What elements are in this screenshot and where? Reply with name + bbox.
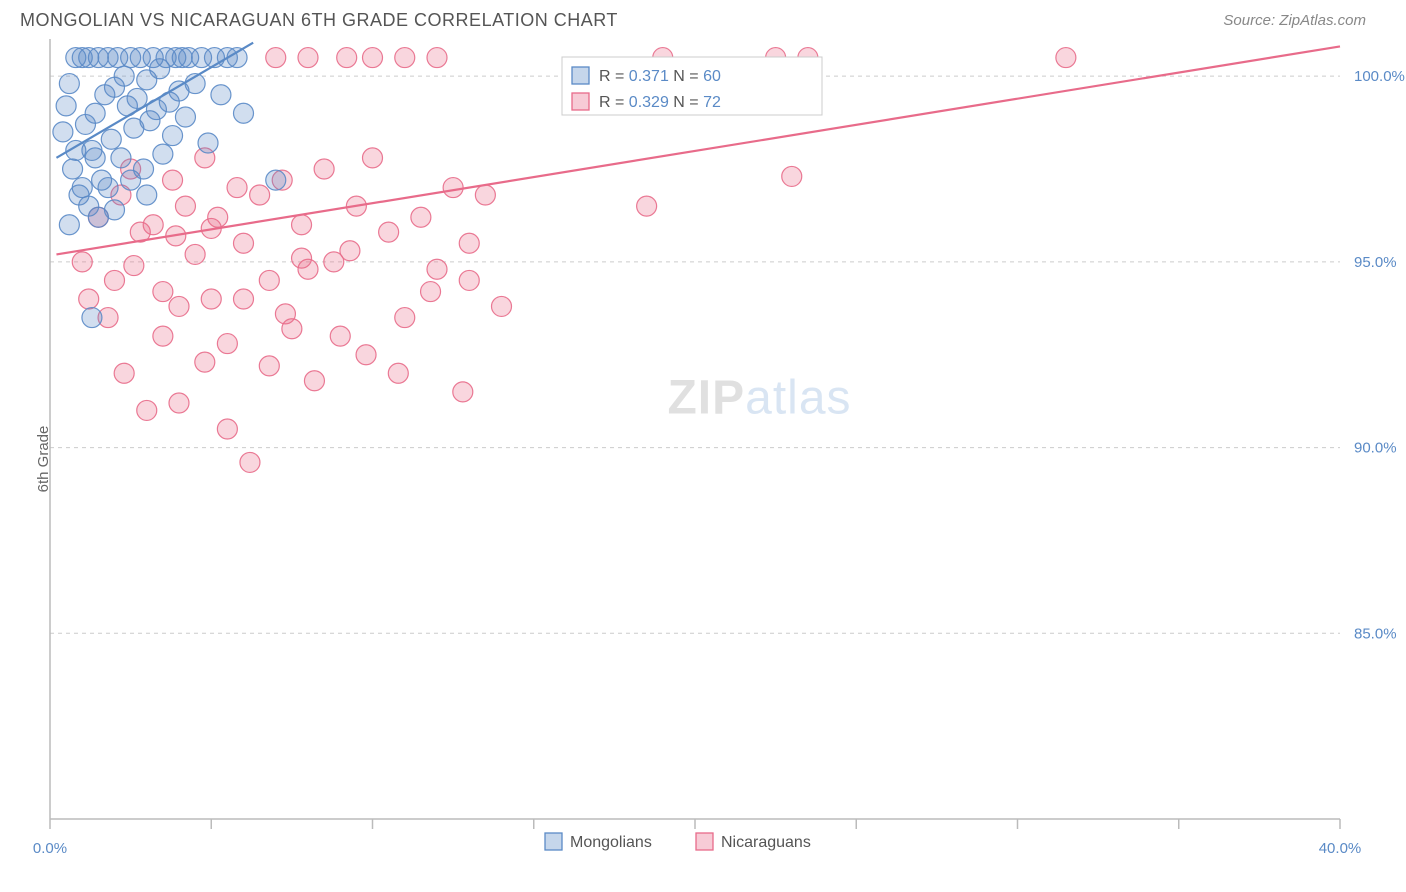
scatter-point [121, 170, 141, 190]
legend-swatch [696, 833, 713, 850]
scatter-point [175, 196, 195, 216]
scatter-point [227, 48, 247, 68]
scatter-point [266, 48, 286, 68]
scatter-point [217, 334, 237, 354]
scatter-point [275, 304, 295, 324]
scatter-point [169, 393, 189, 413]
y-tick-label: 90.0% [1354, 440, 1397, 457]
scatter-point [234, 103, 254, 123]
scatter-point [143, 215, 163, 235]
scatter-point [111, 148, 131, 168]
scatter-point [69, 185, 89, 205]
legend-swatch [572, 93, 589, 110]
legend-series-label: Nicaraguans [721, 834, 811, 851]
scatter-point [56, 96, 76, 116]
scatter-point [82, 308, 102, 328]
scatter-point [292, 248, 312, 268]
scatter-point [363, 48, 383, 68]
scatter-point [637, 196, 657, 216]
legend-series-label: Mongolians [570, 834, 652, 851]
scatter-point [114, 363, 134, 383]
scatter-point [411, 207, 431, 227]
scatter-point [234, 233, 254, 253]
scatter-point [292, 215, 312, 235]
scatter-point [153, 326, 173, 346]
legend-swatch [572, 67, 589, 84]
scatter-point [395, 48, 415, 68]
scatter-point [59, 74, 79, 94]
source-link[interactable]: ZipAtlas.com [1279, 12, 1366, 29]
scatter-point [492, 296, 512, 316]
scatter-point [443, 178, 463, 198]
scatter-point [124, 256, 144, 276]
scatter-point [427, 48, 447, 68]
scatter-point [330, 326, 350, 346]
scatter-point [314, 159, 334, 179]
scatter-point [98, 178, 118, 198]
scatter-point [137, 185, 157, 205]
scatter-point [427, 259, 447, 279]
scatter-point [259, 356, 279, 376]
scatter-point [153, 144, 173, 164]
scatter-point [459, 270, 479, 290]
scatter-point [304, 371, 324, 391]
scatter-point [85, 148, 105, 168]
scatter-point [114, 66, 134, 86]
scatter-point [137, 400, 157, 420]
legend-swatch [545, 833, 562, 850]
scatter-point [198, 133, 218, 153]
y-tick-label: 100.0% [1354, 68, 1405, 85]
scatter-point [259, 270, 279, 290]
scatter-point [163, 170, 183, 190]
chart-title: MONGOLIAN VS NICARAGUAN 6TH GRADE CORREL… [20, 10, 618, 31]
y-tick-label: 95.0% [1354, 254, 1397, 271]
scatter-point [227, 178, 247, 198]
scatter-point [340, 241, 360, 261]
legend-stats: R = 0.329 N = 72 [599, 94, 721, 111]
scatter-point [356, 345, 376, 365]
scatter-point [163, 126, 183, 146]
x-tick-label: 0.0% [33, 840, 67, 857]
scatter-point [169, 296, 189, 316]
scatter-point [63, 159, 83, 179]
scatter-point [475, 185, 495, 205]
scatter-point [337, 48, 357, 68]
scatter-point [79, 289, 99, 309]
scatter-point [459, 233, 479, 253]
scatter-point [153, 282, 173, 302]
scatter-point [388, 363, 408, 383]
scatter-point [379, 222, 399, 242]
watermark: ZIPatlas [667, 371, 851, 424]
scatter-point [1056, 48, 1076, 68]
source-label: Source: ZipAtlas.com [1223, 12, 1366, 29]
scatter-point [782, 166, 802, 186]
y-tick-label: 85.0% [1354, 625, 1397, 642]
scatter-point [421, 282, 441, 302]
scatter-point [234, 289, 254, 309]
scatter-point [201, 289, 221, 309]
scatter-point [363, 148, 383, 168]
scatter-point [195, 352, 215, 372]
scatter-point [250, 185, 270, 205]
scatter-point [453, 382, 473, 402]
scatter-point [53, 122, 73, 142]
scatter-point [211, 85, 231, 105]
y-axis-label: 6th Grade [35, 426, 52, 493]
scatter-point [105, 200, 125, 220]
scatter-point [395, 308, 415, 328]
scatter-point [185, 244, 205, 264]
scatter-point [75, 114, 95, 134]
correlation-scatter-chart: 85.0% 90.0% 95.0% 100.0% ZIPatlas 0.0% 40.0% R … [0, 39, 1406, 879]
scatter-point [298, 48, 318, 68]
scatter-point [59, 215, 79, 235]
scatter-point [266, 170, 286, 190]
scatter-point [175, 107, 195, 127]
legend-stats: R = 0.371 N = 60 [599, 68, 721, 85]
scatter-point [72, 252, 92, 272]
scatter-point [101, 129, 121, 149]
scatter-point [217, 419, 237, 439]
scatter-point [105, 270, 125, 290]
x-tick-label: 40.0% [1319, 840, 1362, 857]
scatter-point [240, 452, 260, 472]
